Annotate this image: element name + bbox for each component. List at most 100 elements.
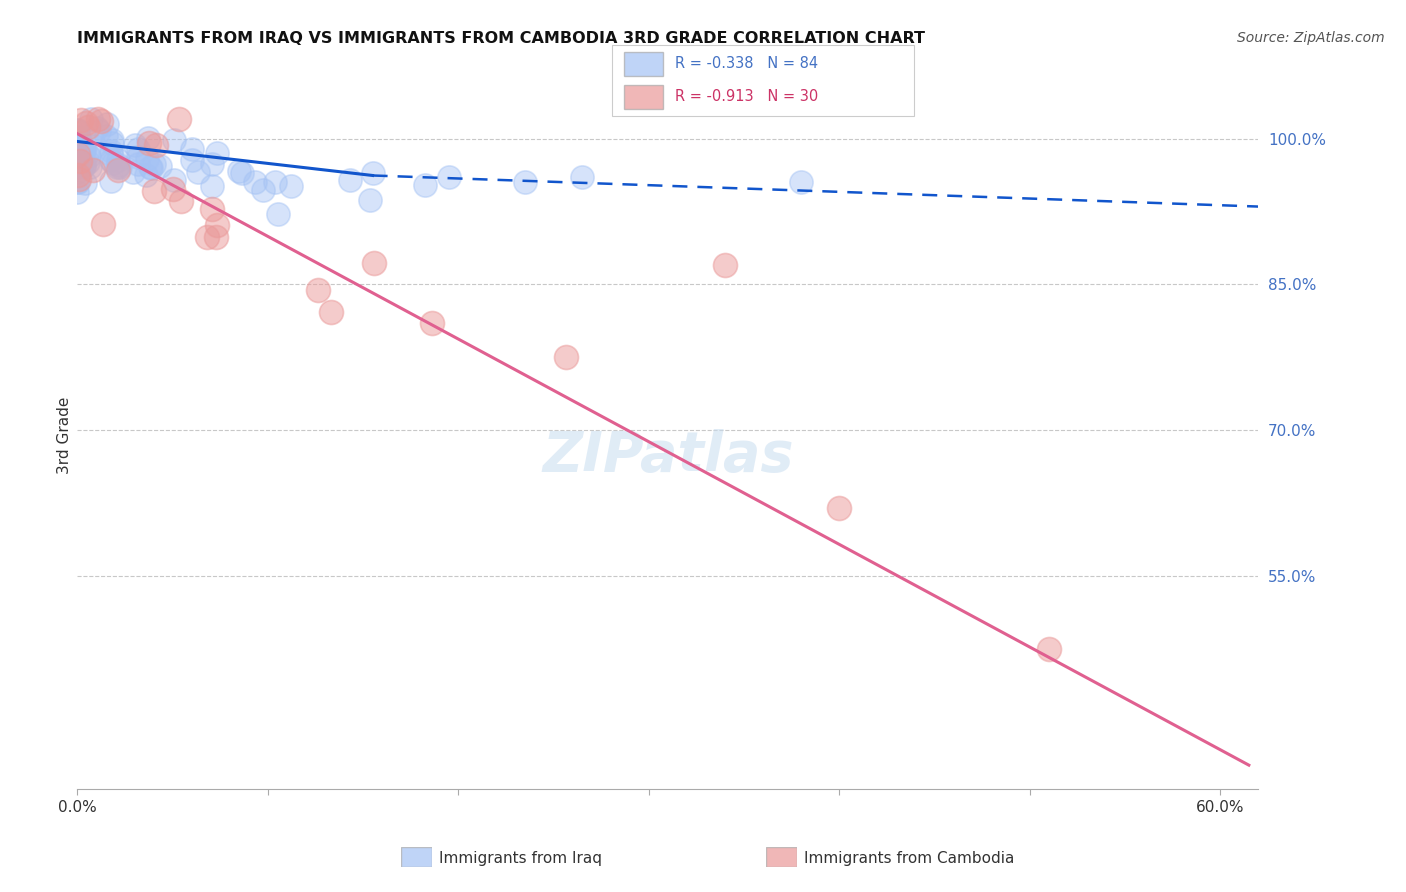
Point bbox=[181, 142, 204, 156]
Point bbox=[205, 229, 228, 244]
Point bbox=[66, 185, 89, 199]
Point bbox=[105, 160, 128, 174]
Point bbox=[70, 160, 93, 174]
Point bbox=[69, 154, 91, 169]
Point bbox=[201, 202, 224, 216]
Point bbox=[828, 500, 851, 515]
FancyBboxPatch shape bbox=[624, 52, 664, 76]
Point bbox=[86, 120, 108, 135]
Point bbox=[80, 112, 103, 127]
Point bbox=[201, 157, 224, 171]
Text: Immigrants from Iraq: Immigrants from Iraq bbox=[439, 851, 602, 865]
Point bbox=[139, 161, 162, 175]
Point bbox=[167, 112, 190, 127]
Point bbox=[319, 304, 342, 318]
Point bbox=[100, 144, 122, 158]
Point bbox=[252, 183, 274, 197]
Point bbox=[66, 156, 89, 170]
Point bbox=[66, 161, 89, 175]
Point bbox=[228, 163, 250, 178]
Point bbox=[361, 165, 384, 179]
Point bbox=[77, 120, 100, 135]
Point bbox=[73, 142, 96, 156]
Point bbox=[76, 146, 98, 161]
Point bbox=[70, 159, 93, 173]
Point bbox=[87, 124, 110, 138]
Point bbox=[307, 283, 329, 297]
Point bbox=[66, 175, 89, 189]
Point bbox=[127, 157, 149, 171]
Point bbox=[66, 147, 89, 161]
Point bbox=[243, 175, 266, 189]
Y-axis label: 3rd Grade: 3rd Grade bbox=[56, 396, 72, 474]
Point bbox=[187, 165, 209, 179]
Point bbox=[84, 139, 107, 153]
Point bbox=[714, 258, 737, 272]
Point bbox=[124, 137, 146, 152]
Point bbox=[554, 350, 576, 364]
Point bbox=[107, 158, 129, 172]
Point bbox=[66, 168, 89, 182]
Point bbox=[163, 133, 186, 147]
Point bbox=[96, 117, 118, 131]
Point bbox=[790, 175, 813, 189]
FancyBboxPatch shape bbox=[624, 85, 664, 109]
Point bbox=[69, 145, 91, 159]
Point bbox=[180, 153, 202, 168]
Point bbox=[363, 256, 385, 270]
Point bbox=[67, 151, 90, 165]
Point bbox=[69, 158, 91, 172]
Point bbox=[90, 113, 112, 128]
Point bbox=[415, 178, 437, 192]
Text: ZIPatlas: ZIPatlas bbox=[543, 429, 793, 483]
Point bbox=[571, 170, 593, 185]
Point bbox=[148, 159, 170, 173]
Point bbox=[127, 142, 149, 156]
Point bbox=[145, 137, 167, 152]
Point bbox=[72, 140, 94, 154]
Point bbox=[207, 218, 229, 232]
Point bbox=[170, 194, 193, 208]
Point bbox=[231, 166, 253, 180]
Point bbox=[339, 172, 361, 186]
Point bbox=[267, 207, 290, 221]
Point bbox=[70, 145, 93, 159]
Text: Source: ZipAtlas.com: Source: ZipAtlas.com bbox=[1237, 31, 1385, 45]
Point bbox=[162, 182, 184, 196]
Point bbox=[72, 145, 94, 159]
Point bbox=[75, 176, 97, 190]
Point bbox=[101, 136, 124, 150]
Point bbox=[100, 147, 122, 161]
Point bbox=[100, 153, 122, 168]
Point bbox=[66, 122, 89, 136]
Point bbox=[66, 129, 89, 144]
Point bbox=[66, 165, 89, 179]
Point bbox=[142, 184, 165, 198]
Point bbox=[70, 112, 93, 127]
Point bbox=[142, 157, 165, 171]
Point bbox=[359, 194, 381, 208]
FancyBboxPatch shape bbox=[401, 847, 432, 867]
Text: R = -0.338   N = 84: R = -0.338 N = 84 bbox=[675, 56, 818, 71]
Point bbox=[79, 160, 101, 174]
Point bbox=[136, 131, 159, 145]
FancyBboxPatch shape bbox=[766, 847, 797, 867]
Point bbox=[91, 217, 114, 231]
Point bbox=[280, 179, 302, 194]
Text: R = -0.913   N = 30: R = -0.913 N = 30 bbox=[675, 89, 818, 104]
Point bbox=[163, 173, 186, 187]
Point bbox=[107, 162, 129, 177]
Point bbox=[127, 150, 149, 164]
Point bbox=[205, 145, 228, 160]
Point bbox=[420, 316, 443, 330]
Point bbox=[100, 133, 122, 147]
Point bbox=[139, 160, 162, 174]
Point bbox=[66, 124, 89, 138]
Point bbox=[100, 173, 122, 187]
Point bbox=[76, 155, 98, 169]
Point bbox=[437, 170, 460, 185]
Point bbox=[66, 175, 89, 189]
Point bbox=[513, 175, 536, 189]
Point bbox=[87, 112, 110, 127]
Point bbox=[77, 149, 100, 163]
